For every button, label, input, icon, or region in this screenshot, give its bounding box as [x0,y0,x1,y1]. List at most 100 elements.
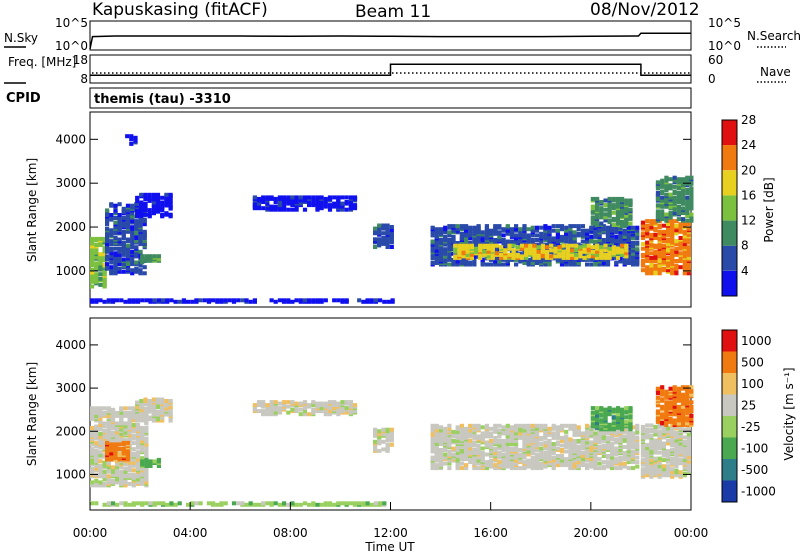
velocity-cell [302,412,308,417]
velocity-cell [489,438,494,443]
power-cell [559,262,565,267]
power-cell [661,234,666,239]
velocity-cell [489,454,494,458]
power-cell [357,298,362,303]
velocity-y-axis-label: Slant Range [km] [25,362,39,466]
velocity-cell [576,445,581,449]
power-cell [134,219,139,224]
power-y-tick-label: 3000 [55,176,86,190]
power-cell [332,195,337,200]
power-cell [155,205,161,210]
power-cell [344,195,349,200]
power-cell [190,299,195,304]
velocity-cell [539,454,544,458]
velocity-cell [110,478,116,483]
velocity-cell [572,458,577,463]
power-cell [130,260,135,265]
power-cell [670,248,675,253]
velocity-cell [117,442,122,447]
velocity-cell [497,438,502,443]
velocity-cell [640,458,646,463]
velocity-cell [447,466,452,471]
power-cell [628,221,633,226]
power-cell [559,234,565,239]
power-cell [568,233,573,238]
power-cell [640,259,646,263]
velocity-cell [509,438,515,443]
velocity-cell [670,438,675,443]
velocity-cell [610,434,615,439]
power-cell [286,207,291,212]
power-colorbar-swatch [722,195,737,221]
power-cell [252,298,257,303]
velocity-cell [672,412,677,417]
power-cell [630,257,636,262]
power-cell [551,224,556,229]
velocity-cell [459,434,464,439]
power-cell [123,299,128,304]
velocity-cell [678,458,683,463]
power-cell [476,224,481,229]
velocity-cell [620,413,625,418]
power-colorbar-swatch [722,170,737,196]
velocity-cell [294,406,299,411]
power-cell [443,234,448,239]
power-cell [624,198,629,203]
velocity-cell [501,438,506,443]
velocity-cell [151,411,156,416]
velocity-cell [585,423,590,428]
velocity-cell [131,441,136,446]
power-cell [580,228,585,233]
velocity-cell [501,464,506,469]
velocity-cell [670,470,675,475]
velocity-cell [177,501,182,506]
velocity-cell [110,412,116,417]
velocity-heatmap-cells [90,385,694,507]
velocity-cell [115,465,120,470]
velocity-cell [493,451,498,455]
velocity-cell [649,438,654,443]
power-cell [607,196,612,201]
power-cell [610,236,615,241]
power-cell [256,196,262,201]
velocity-cell [551,458,556,463]
power-cell [534,261,540,265]
power-cell [519,254,525,259]
power-cell [98,252,103,257]
power-cell [130,242,135,247]
power-cell [340,195,345,200]
velocity-cell [298,412,303,417]
velocity-cell [240,501,245,506]
velocity-cell [102,433,107,438]
velocity-cell [144,457,149,462]
power-cell [336,298,341,303]
beam-title: Beam 11 [355,2,431,22]
velocity-cell [94,413,99,418]
power-cell [603,198,608,203]
velocity-cell [674,468,679,473]
power-cell [105,236,110,240]
power-cell [660,209,665,214]
cpid-panel: CPID themis (tau) -3310 [6,87,692,109]
velocity-cell [336,401,341,406]
power-cell [603,203,608,208]
power-cell [666,222,671,227]
velocity-cell [572,461,577,466]
velocity-cell [315,401,320,406]
velocity-cell [119,475,124,480]
velocity-cell [113,456,118,460]
cpid-label: CPID [6,91,41,106]
velocity-cell [611,415,616,420]
power-cell [315,206,320,211]
velocity-cell [661,441,666,446]
power-cell [576,231,581,236]
power-cell [505,224,510,229]
power-cell [628,216,633,221]
power-cell [373,237,378,242]
power-cell [323,298,328,303]
power-cell [511,251,516,256]
power-cell [461,254,466,259]
velocity-cell [344,406,349,411]
velocity-cell [484,466,489,471]
